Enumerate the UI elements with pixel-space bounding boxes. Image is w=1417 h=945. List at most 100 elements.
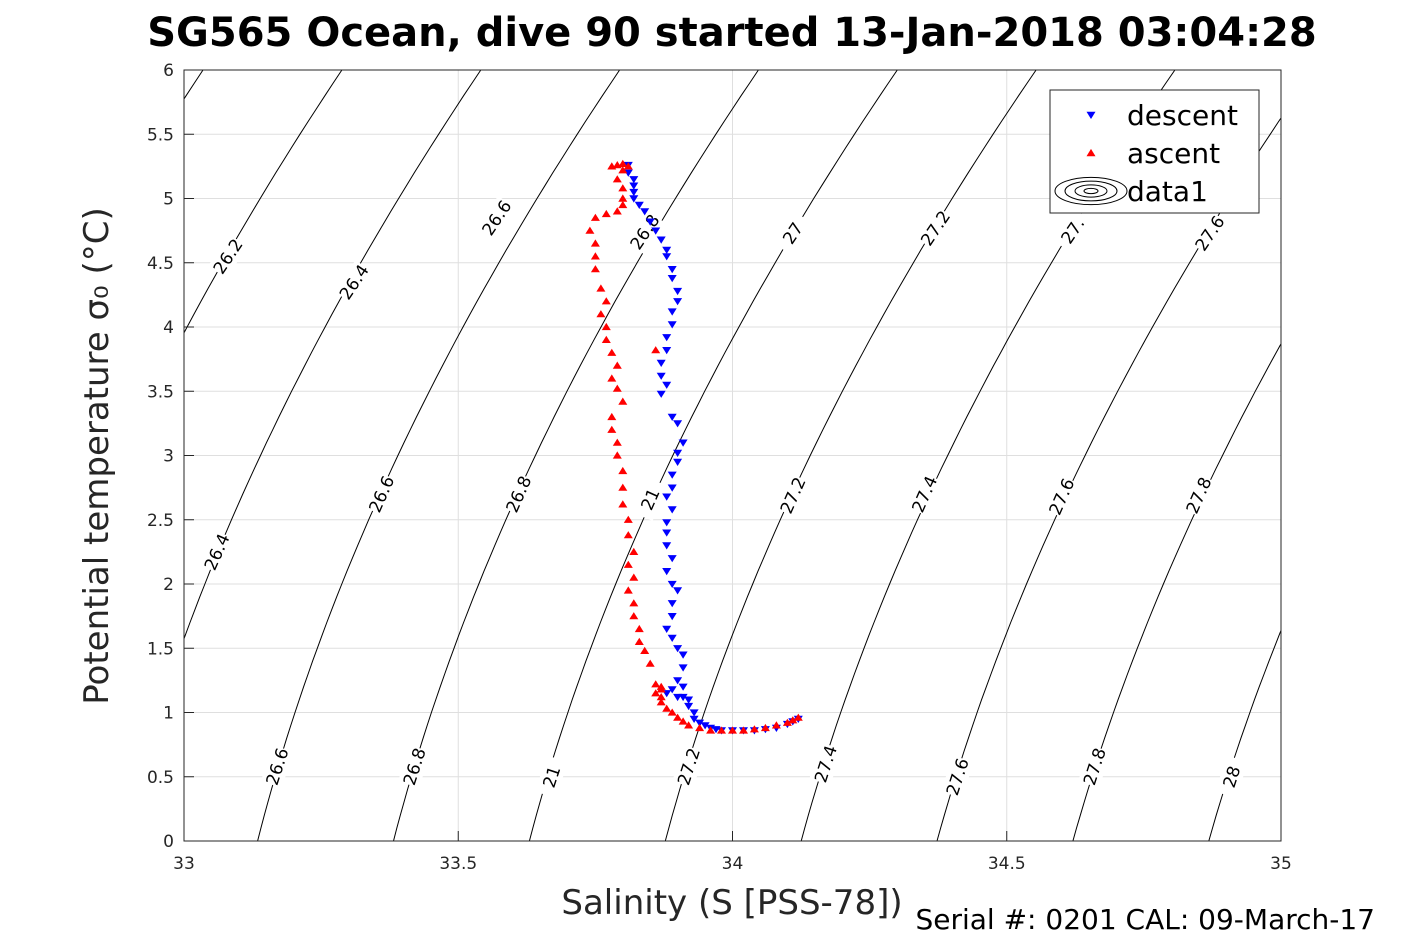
ascent-point — [623, 560, 633, 568]
y-axis-label: Potential temperature σ₀ (°C) — [77, 207, 117, 705]
legend-label: descent — [1127, 99, 1238, 132]
ascent-point — [618, 200, 628, 209]
descent-point — [673, 677, 683, 685]
ascent-point — [623, 515, 633, 523]
ascent-point — [585, 226, 595, 234]
legend: descent ascent data1 — [1049, 89, 1260, 214]
ascent-point — [673, 713, 683, 721]
contour-label: 27.2 — [917, 207, 955, 250]
descent-point — [662, 542, 672, 550]
ascent-point — [629, 573, 639, 581]
descent-point — [651, 227, 661, 235]
contour-label-group: 27.6 — [1043, 474, 1080, 519]
ascent-point — [793, 713, 803, 721]
y-tick-label: 4 — [163, 318, 174, 338]
contour-label-bg — [809, 742, 843, 786]
legend-contour-symbol — [1064, 180, 1118, 202]
descent-point — [684, 702, 694, 711]
ascent-point — [623, 531, 633, 539]
contour-label-bg — [1052, 208, 1093, 253]
contour-label: 26.6 — [263, 746, 294, 788]
contour-label-bg — [208, 234, 248, 279]
descent-point — [667, 275, 677, 283]
contour-label-group: 26.8 — [624, 209, 665, 254]
contour-label-group: 27 — [773, 211, 813, 256]
contour-label-group: 26.2 — [208, 234, 248, 279]
contour-label-bg — [632, 477, 668, 522]
ascent-point — [596, 310, 606, 318]
x-tick-label: 34 — [722, 854, 744, 874]
contour-label-bg — [1189, 211, 1230, 256]
ascent-point — [782, 718, 792, 726]
legend-contour-symbol — [1054, 176, 1128, 206]
contour-label-group: 28 — [1215, 755, 1248, 799]
descent-point — [667, 266, 677, 274]
contour-label-group: 26.6 — [476, 195, 517, 240]
descent-point — [656, 236, 666, 244]
contour-label-group: 27. — [1052, 208, 1093, 253]
chart-title: SG565 Ocean, dive 90 started 13-Jan-2018… — [147, 10, 1316, 56]
legend-ascent-symbol — [1086, 148, 1096, 157]
ascent-point — [612, 384, 622, 392]
descent-point — [645, 218, 655, 226]
descent-point — [629, 176, 639, 184]
descent-point — [689, 715, 699, 723]
ascent-point — [618, 194, 628, 202]
descent-point — [678, 439, 688, 447]
descent-point — [662, 568, 672, 576]
descent-point — [689, 709, 699, 717]
contour-label-bg — [773, 211, 813, 256]
contour-line — [1337, 44, 1417, 866]
ascent-point — [684, 721, 694, 729]
ascent-point — [634, 637, 644, 645]
descent-point — [667, 321, 677, 329]
contour-line — [184, 70, 343, 334]
ascent-point — [618, 500, 628, 508]
ascent-point — [788, 716, 798, 724]
x-tick-label: 33 — [173, 854, 195, 874]
ascent-point — [601, 297, 611, 305]
ascent-point — [645, 659, 655, 667]
contour-label: 27.8 — [1183, 474, 1217, 517]
ascent-point — [607, 374, 617, 382]
descent-point — [667, 613, 677, 621]
descent-point — [667, 471, 677, 479]
x-tick-label: 33.5 — [439, 854, 477, 874]
ascent-point — [590, 252, 600, 260]
contour-label-group: 21 — [632, 477, 668, 522]
contour-label: 27.4 — [811, 743, 842, 785]
contour-label-bg — [260, 745, 294, 788]
contour-label-group: 27.2 — [915, 206, 956, 251]
ascent-point — [760, 723, 770, 732]
contour-label: 26.8 — [503, 473, 537, 516]
descent-point — [673, 298, 683, 306]
ascent-point — [629, 612, 639, 620]
contour-label-group: 26.8 — [500, 472, 537, 516]
contour-label: 26.4 — [201, 531, 235, 574]
y-tick-label: 5 — [163, 190, 174, 210]
contour-label-group: 27.2 — [775, 473, 811, 518]
contour-label-group: 21 — [535, 755, 568, 799]
contour-label-group: 27.4 — [809, 742, 843, 786]
contour-label-bg — [334, 260, 374, 304]
contour-line — [392, 70, 760, 841]
contour-label-group: 27.2 — [672, 745, 705, 788]
contour-label: 26.8 — [627, 211, 665, 254]
ascent-point — [618, 184, 628, 192]
ascent-point — [623, 162, 633, 170]
y-tick-label: 1 — [163, 704, 174, 724]
y-tick-label: 2.5 — [147, 511, 174, 531]
ascent-point — [590, 239, 600, 247]
contour-label: 26.8 — [400, 746, 431, 788]
descent-point — [673, 449, 683, 457]
contour-label-bg — [1180, 473, 1217, 518]
contour-label-bg — [363, 472, 400, 516]
descent-point — [684, 696, 694, 704]
ascent-point — [629, 599, 639, 607]
contour-label-group: 26.6 — [260, 745, 294, 788]
ascent-point — [695, 723, 705, 732]
ascent-point — [607, 162, 617, 170]
contour-label: 27.2 — [777, 474, 811, 517]
